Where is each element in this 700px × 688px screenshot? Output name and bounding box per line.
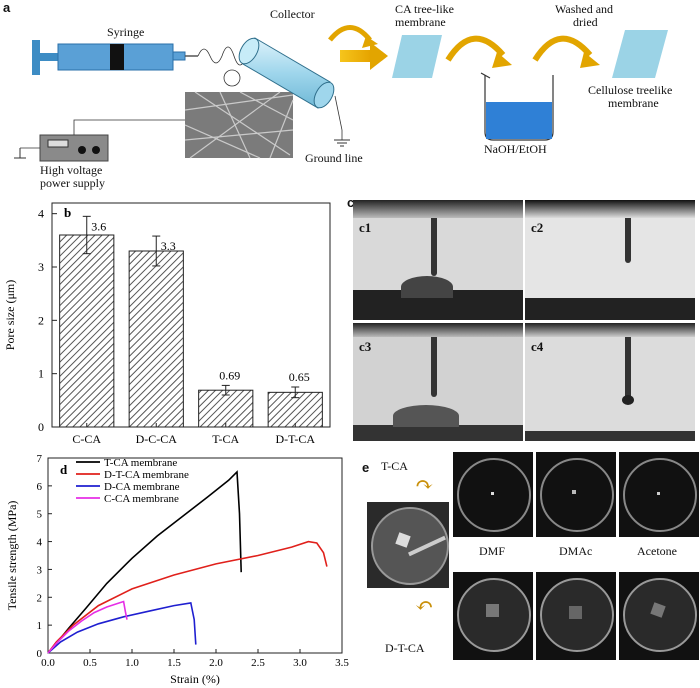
power-supply-icon (39, 134, 109, 162)
cellulose-membrane-icon (612, 30, 668, 78)
panel-d-letter: d (60, 462, 68, 477)
ca-membrane-label-1: CA tree-like (395, 2, 454, 16)
dtca-label: D-T-CA (385, 641, 425, 655)
plot-frame (47, 457, 343, 654)
panel-a-letter: a (3, 0, 11, 15)
beaker-icon (480, 72, 554, 141)
photo-c1: c1 (353, 200, 523, 320)
x-tick-label: 1.5 (167, 657, 181, 669)
legend-label: C-CA membrane (104, 493, 179, 505)
x-tick-label: T-CA (212, 432, 239, 446)
x-tick-label: D-T-CA (275, 432, 315, 446)
x-tick-label: C-CA (72, 432, 101, 446)
photo-c2: c2 (525, 200, 695, 320)
process-arrow-icon (340, 42, 388, 70)
petri-dish-photo (367, 502, 449, 588)
x-tick-label: 1.0 (125, 657, 139, 669)
cellulose-label-1: Cellulose treelike (588, 83, 673, 97)
photo-c4: c4 (525, 323, 695, 441)
x-axis-label: Strain (%) (170, 672, 220, 686)
washed-label-2: dried (573, 15, 598, 29)
x-tick-label: 0.0 (41, 657, 55, 669)
plot-frame (51, 202, 331, 428)
y-tick-label: 4 (38, 207, 44, 221)
y-tick-label: 5 (37, 509, 43, 521)
c4-label: c4 (531, 339, 544, 354)
cellulose-label-2: membrane (608, 96, 659, 110)
series-line (47, 470, 242, 654)
panel-c: c c1 c2 c3 c4 (345, 195, 700, 445)
power-supply-label-1: High voltage (40, 163, 103, 177)
c3-label: c3 (359, 339, 372, 354)
curved-arrow-up-icon: ↷ (415, 472, 434, 497)
dtca-dmac-photo (536, 572, 616, 660)
y-tick-label: 3 (38, 260, 44, 274)
c1-label: c1 (359, 220, 372, 235)
legend-label: D-T-CA membrane (104, 469, 189, 481)
x-tick-label: 0.5 (83, 657, 97, 669)
y-tick-label: 0 (38, 420, 44, 434)
x-tick-label: 2.5 (251, 657, 265, 669)
collector-label: Collector (270, 7, 315, 21)
dtca-dmf-photo (453, 572, 533, 660)
x-tick-label: 2.0 (209, 657, 223, 669)
y-tick-label: 4 (37, 537, 43, 549)
c2-label: c2 (531, 220, 544, 235)
x-tick-label: 3.5 (335, 657, 349, 669)
tca-dmac-photo (536, 452, 616, 537)
solvent-label-dmac: DMAc (559, 544, 593, 558)
y-tick-label: 1 (37, 620, 43, 632)
y-axis-label: Pore size (μm) (3, 280, 17, 350)
y-tick-label: 2 (37, 592, 43, 604)
ground-line-label: Ground line (305, 151, 363, 165)
series-line (47, 540, 328, 654)
power-supply-label-2: power supply (40, 176, 105, 190)
bar (128, 250, 184, 428)
bar (198, 389, 254, 428)
x-tick-label: 3.0 (293, 657, 307, 669)
y-tick-label: 1 (38, 367, 44, 381)
pore-size-bar-chart: b 0 1 2 3 4 Pore size (μm) 3.6 C-CA 3.3 D-C-CA 0.69… (3, 202, 331, 446)
tca-label: T-CA (381, 459, 408, 473)
tca-dmf-photo (453, 452, 533, 537)
y-tick-label: 7 (37, 453, 43, 465)
dtca-acetone-photo (619, 572, 699, 660)
y-tick-label: 6 (37, 481, 43, 493)
solvent-label-acetone: Acetone (637, 544, 677, 558)
panel-a: a (0, 0, 700, 195)
y-tick-label: 2 (38, 313, 44, 327)
x-tick-label: D-C-CA (136, 432, 178, 446)
panel-c-letter: c (347, 195, 355, 210)
washed-label-1: Washed and (555, 2, 614, 16)
ca-membrane-icon (392, 35, 442, 78)
collector-icon (238, 37, 335, 109)
tensile-line-chart: d 0.0 0.5 1.0 1.5 2.0 2.5 3.0 3.5 0 1 2 3 4 5 6 7 Strain … (5, 453, 349, 686)
y-axis-label: Tensile strength (MPa) (5, 501, 19, 611)
bar-value-label: 3.3 (161, 239, 176, 253)
photo-c3: c3 (353, 323, 523, 441)
legend-label: T-CA membrane (104, 457, 177, 469)
bar (59, 234, 115, 428)
solvent-label-dmf: DMF (479, 544, 506, 558)
series-line (47, 600, 128, 654)
syringe-label: Syringe (107, 25, 145, 39)
syringe-icon (32, 40, 198, 75)
legend-label: D-CA membrane (104, 481, 180, 493)
series-line (47, 601, 197, 654)
naoh-label: NaOH/EtOH (484, 142, 547, 156)
bar-value-label: 0.69 (219, 368, 240, 382)
bar-value-label: 3.6 (91, 219, 106, 233)
y-tick-label: 0 (37, 648, 43, 660)
curved-arrow-down-icon: ↶ (415, 593, 434, 618)
panel-e-letter: e (362, 460, 370, 475)
bar-value-label: 0.65 (289, 370, 310, 384)
ca-membrane-label-2: membrane (395, 15, 446, 29)
tca-acetone-photo (619, 452, 699, 537)
panel-e: e T-CA ↷ ↶ D-T-CA DMF DMAc Acetone (355, 450, 700, 688)
electrospinning-schematic (14, 25, 668, 162)
panel-b-letter: b (64, 205, 71, 220)
y-tick-label: 3 (37, 564, 43, 576)
